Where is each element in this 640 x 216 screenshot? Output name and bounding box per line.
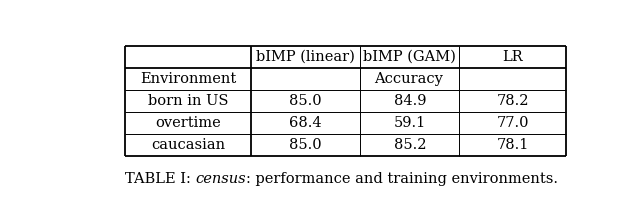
Text: overtime: overtime: [155, 116, 221, 130]
Text: bIMP (linear): bIMP (linear): [256, 50, 355, 64]
Text: born in US: born in US: [148, 94, 228, 108]
Text: caucasian: caucasian: [151, 138, 225, 152]
Text: 85.2: 85.2: [394, 138, 426, 152]
Text: : performance and training environments.: : performance and training environments.: [246, 172, 558, 186]
Text: 77.0: 77.0: [497, 116, 529, 130]
Text: 85.0: 85.0: [289, 94, 322, 108]
Text: 84.9: 84.9: [394, 94, 426, 108]
Text: TABLE I:: TABLE I:: [125, 172, 195, 186]
Text: 78.1: 78.1: [497, 138, 529, 152]
Text: 59.1: 59.1: [394, 116, 426, 130]
Text: 68.4: 68.4: [289, 116, 322, 130]
Text: 85.0: 85.0: [289, 138, 322, 152]
Text: census: census: [195, 172, 246, 186]
Text: LR: LR: [502, 50, 523, 64]
Text: 78.2: 78.2: [497, 94, 529, 108]
Text: Environment: Environment: [140, 72, 236, 86]
Text: Accuracy: Accuracy: [374, 72, 443, 86]
Text: bIMP (GAM): bIMP (GAM): [364, 50, 456, 64]
